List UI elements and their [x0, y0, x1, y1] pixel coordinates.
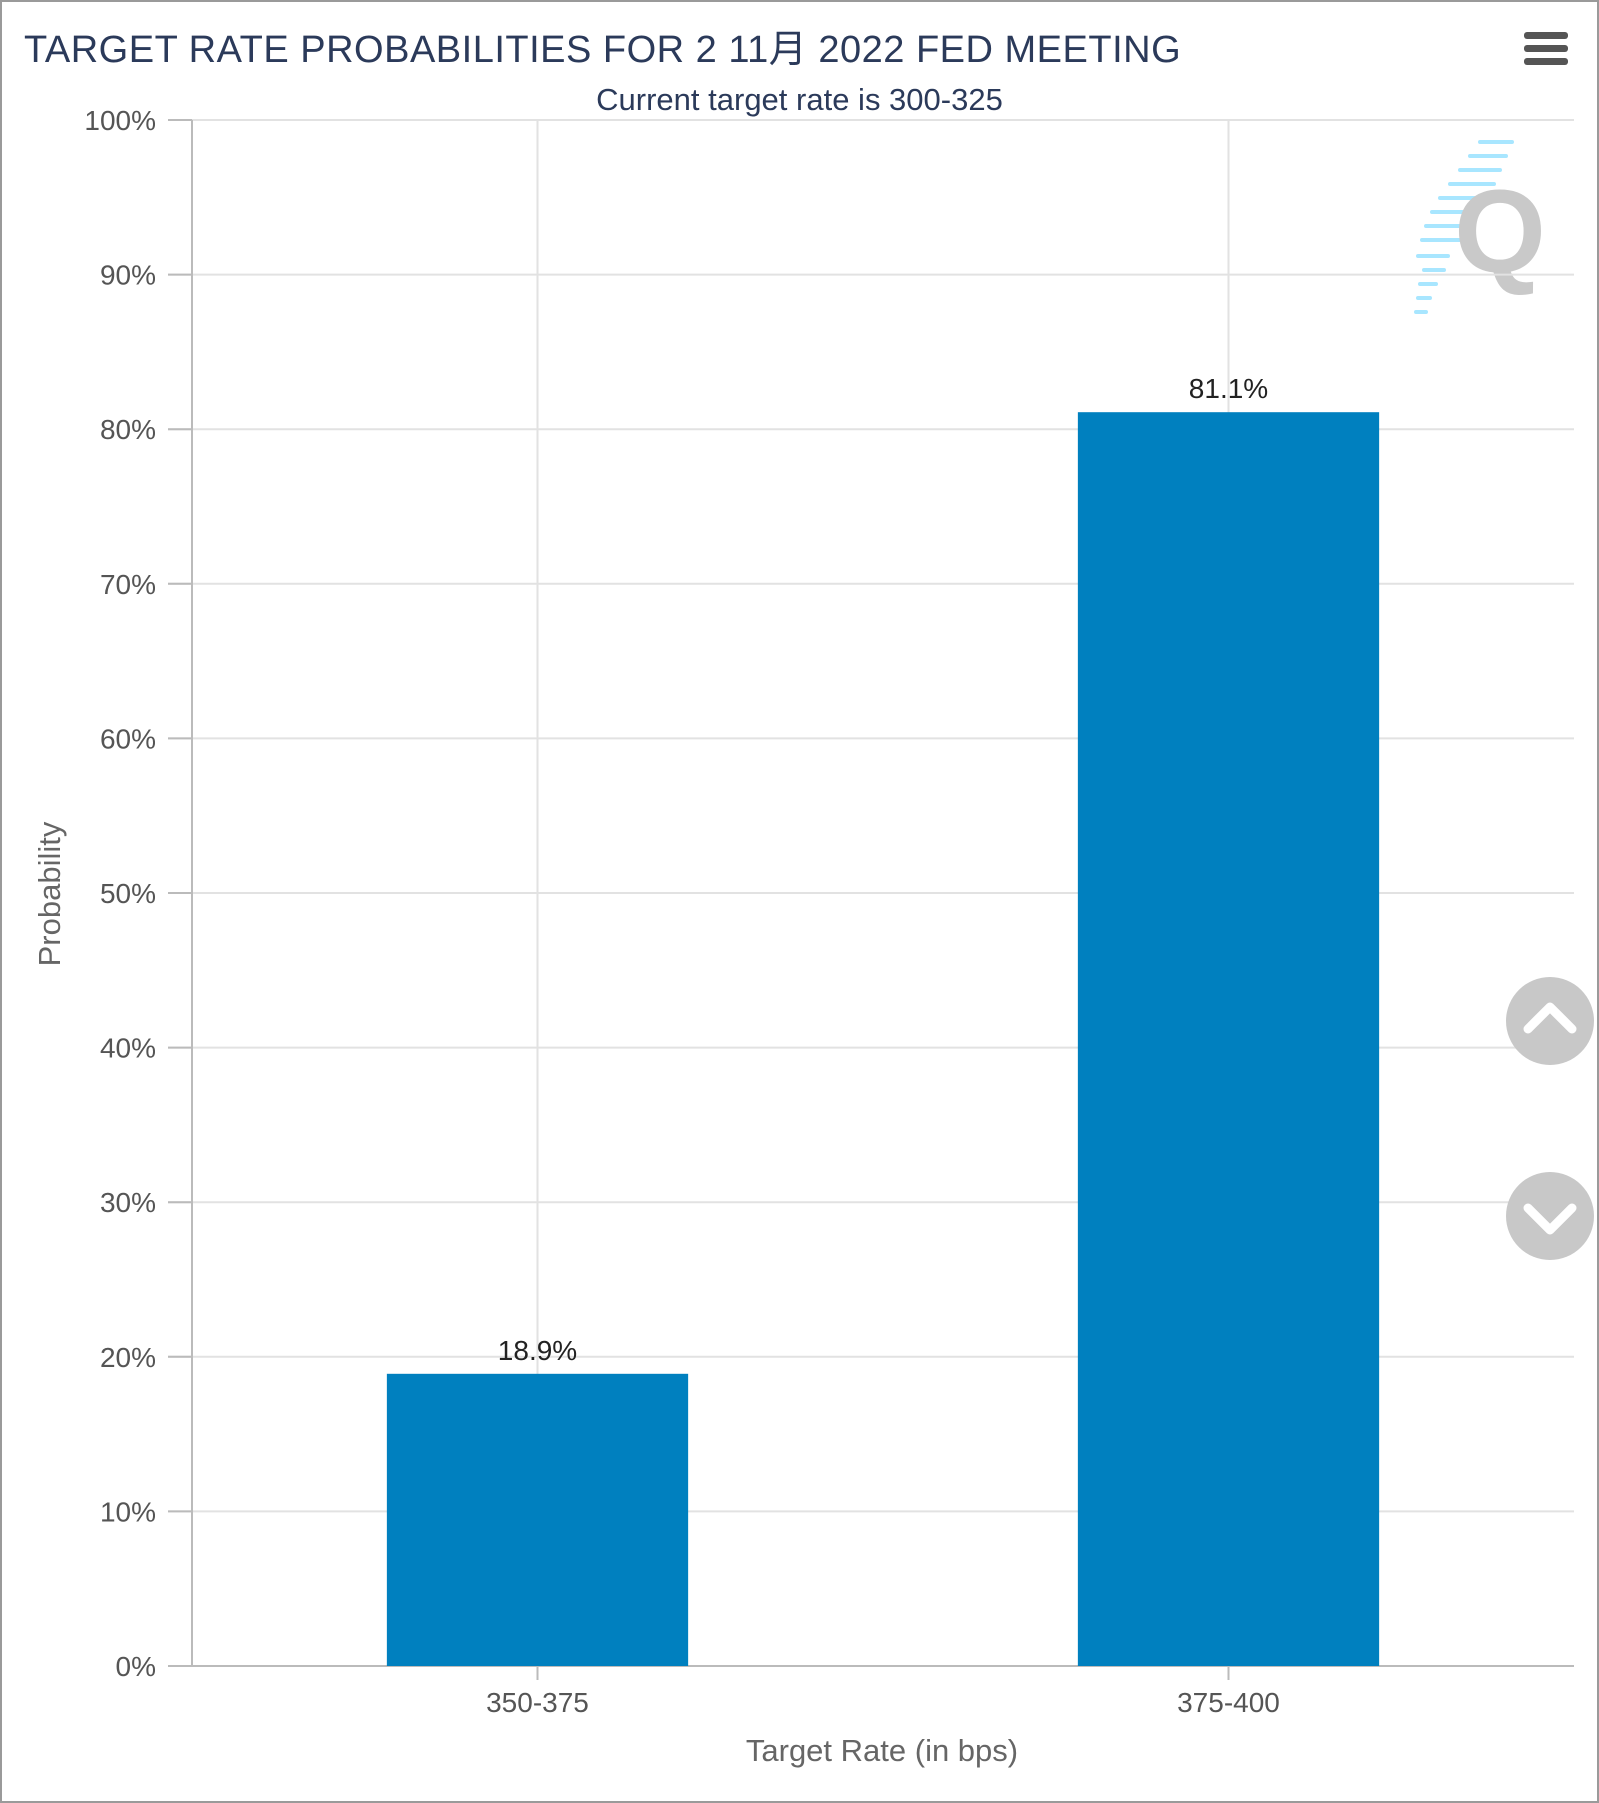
- bar-data-label: 81.1%: [1189, 373, 1268, 404]
- bar-350-375[interactable]: [386, 1373, 689, 1666]
- x-tick-label: 350-375: [486, 1687, 589, 1718]
- y-tick-label: 10%: [100, 1496, 156, 1527]
- y-tick-label: 0%: [116, 1651, 156, 1682]
- scroll-up-button[interactable]: [1506, 977, 1594, 1065]
- svg-text:Q: Q: [1454, 166, 1546, 298]
- y-tick-label: 30%: [100, 1187, 156, 1218]
- q-logo-icon: Q: [1414, 140, 1546, 314]
- y-tick-label: 50%: [100, 878, 156, 909]
- y-tick-label: 70%: [100, 569, 156, 600]
- y-tick-label: 40%: [100, 1033, 156, 1064]
- chevron-up-icon: [1523, 1002, 1577, 1034]
- y-tick-label: 60%: [100, 723, 156, 754]
- bar-data-label: 18.9%: [498, 1335, 577, 1366]
- y-tick-label: 100%: [84, 105, 156, 136]
- hamburger-menu-icon[interactable]: [1524, 32, 1568, 72]
- chevron-down-icon: [1523, 1203, 1577, 1235]
- y-tick-label: 90%: [100, 260, 156, 291]
- y-axis-title: Probability: [32, 821, 67, 966]
- bar-375-400[interactable]: [1077, 412, 1380, 1667]
- y-tick-label: 20%: [100, 1342, 156, 1373]
- scroll-down-button[interactable]: [1506, 1172, 1594, 1260]
- y-tick-label: 80%: [100, 414, 156, 445]
- x-axis-title: Target Rate (in bps): [746, 1733, 1018, 1768]
- chart-subtitle: Current target rate is 300-325: [596, 82, 1003, 117]
- x-tick-label: 375-400: [1177, 1687, 1280, 1718]
- chart-title: TARGET RATE PROBABILITIES FOR 2 11月 2022…: [24, 29, 1182, 71]
